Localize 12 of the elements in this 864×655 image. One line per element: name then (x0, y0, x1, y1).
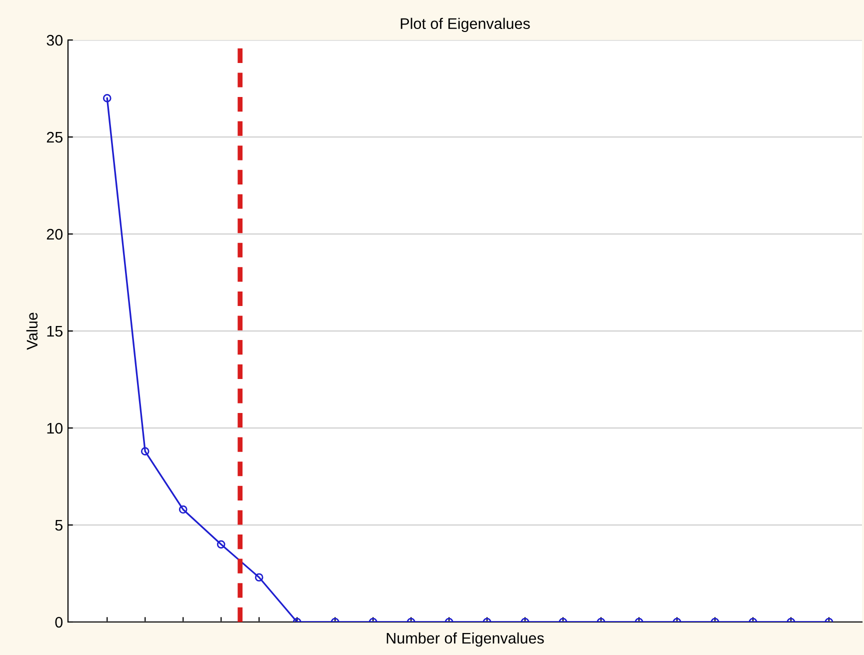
y-tick-label: 20 (46, 228, 63, 240)
y-tick-label: 10 (47, 422, 63, 434)
y-tick-label: 15 (47, 326, 62, 337)
x-axis-title: Number of Eigenvalues (386, 632, 544, 647)
point (102, 94, 112, 102)
chart-title: Plot of Eigenvalues (400, 18, 530, 32)
y-tick-label: 0 (55, 616, 63, 628)
y-tick-label: 25 (46, 132, 62, 143)
y-axis-title: Value (26, 312, 38, 350)
y-tick-label: 30 (46, 34, 63, 46)
y-tick-label: 5 (55, 520, 62, 531)
point (140, 447, 150, 456)
